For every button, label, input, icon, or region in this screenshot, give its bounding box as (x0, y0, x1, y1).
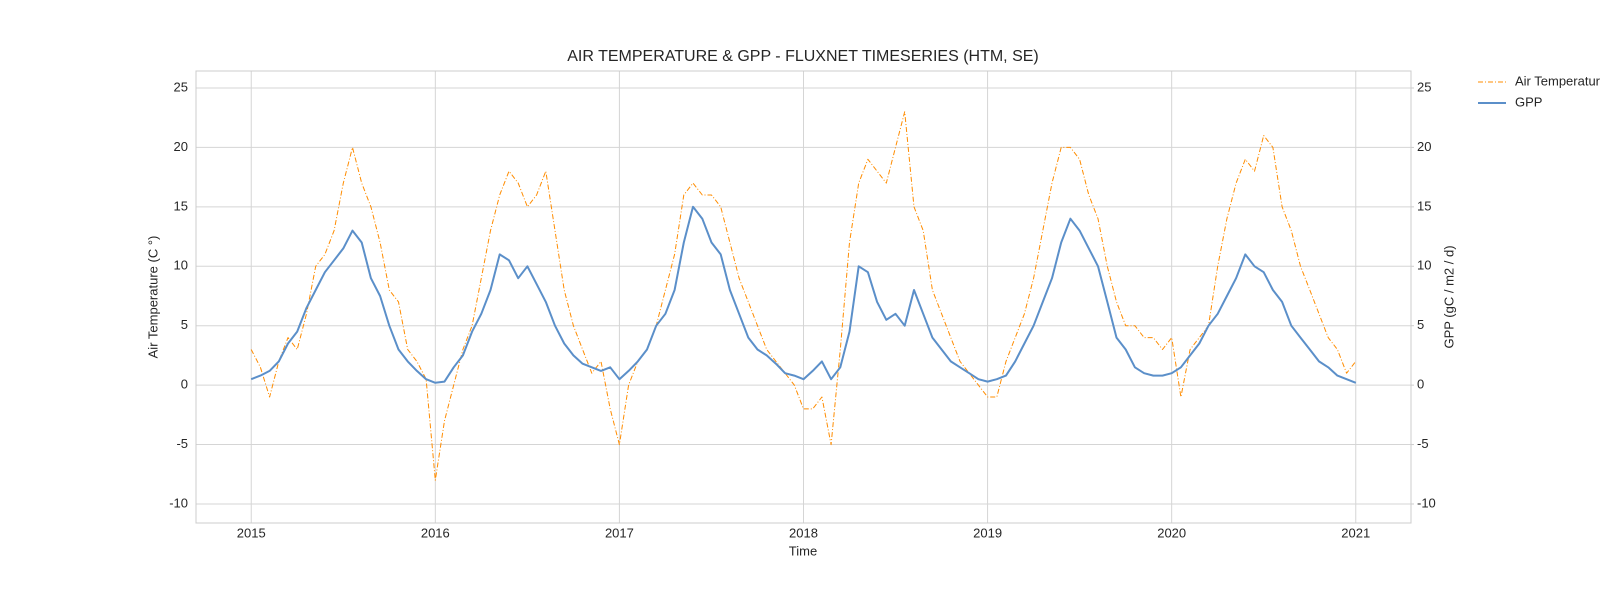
x-tick-label: 2021 (1341, 525, 1370, 540)
y-tick-label: -5 (176, 436, 188, 451)
y-tick-label: 0 (181, 377, 188, 392)
x-axis-label: Time (789, 543, 817, 558)
y-tick-label: 5 (181, 317, 188, 332)
y-tick-label: -10 (169, 495, 188, 510)
x-tick-label: 2018 (789, 525, 818, 540)
y2-tick-label: 0 (1417, 377, 1424, 392)
y-axis-label: Air Temperature (C °) (145, 236, 160, 359)
x-tick-label: 2015 (237, 525, 266, 540)
y2-tick-label: -10 (1417, 495, 1436, 510)
y2-tick-label: -5 (1417, 436, 1429, 451)
y2-tick-label: 10 (1417, 258, 1431, 273)
y2-tick-label: 5 (1417, 317, 1424, 332)
y-tick-label: 20 (174, 139, 188, 154)
y2-tick-label: 20 (1417, 139, 1431, 154)
x-tick-label: 2019 (973, 525, 1002, 540)
legend-label: Air Temperature (1515, 73, 1600, 88)
chart-title: AIR TEMPERATURE & GPP - FLUXNET TIMESERI… (567, 48, 1038, 65)
series-line (250, 111, 1357, 481)
y2-axis-label: GPP (gC / m2 / d) (1441, 245, 1456, 348)
y-tick-label: 25 (174, 79, 188, 94)
plot-frame (195, 70, 1412, 524)
y2-tick-label: 25 (1417, 79, 1431, 94)
x-tick-label: 2017 (605, 525, 634, 540)
x-tick-label: 2020 (1157, 525, 1186, 540)
y-tick-label: 15 (174, 198, 188, 213)
y-tick-label: 10 (174, 258, 188, 273)
series-line (250, 205, 1357, 384)
x-tick-label: 2016 (421, 525, 450, 540)
legend-label: GPP (1515, 94, 1542, 109)
y2-tick-label: 15 (1417, 198, 1431, 213)
